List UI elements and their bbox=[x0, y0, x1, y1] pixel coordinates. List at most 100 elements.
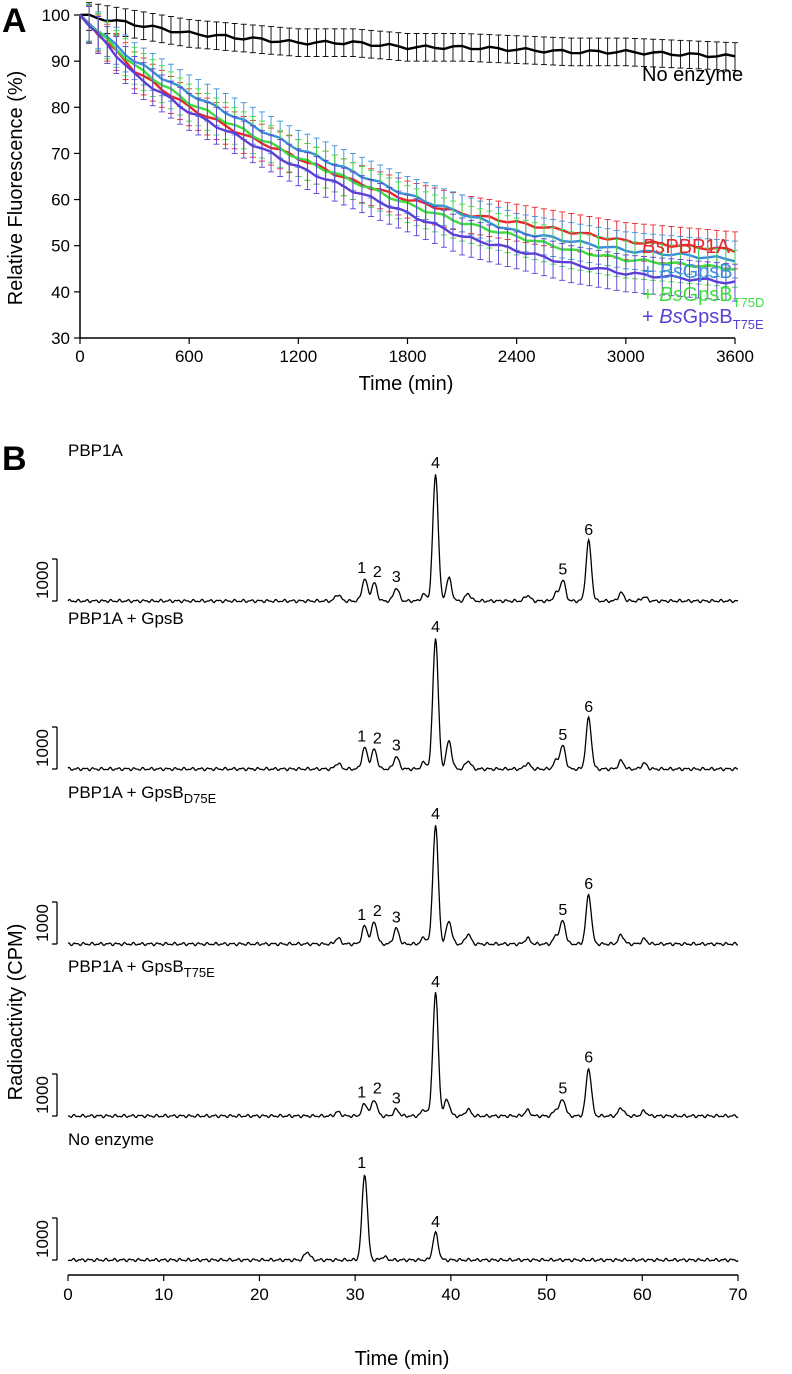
panel-b-x-tick-label: 70 bbox=[729, 1285, 748, 1304]
trace-label-subscript: T75E bbox=[184, 965, 215, 980]
trace-label: PBP1A bbox=[68, 441, 123, 460]
peak-label: 3 bbox=[392, 1090, 401, 1107]
peak-label: 4 bbox=[431, 619, 440, 636]
panel-b-x-tick-label: 20 bbox=[250, 1285, 269, 1304]
trace-label: No enzyme bbox=[68, 1130, 154, 1149]
peak-label: 6 bbox=[584, 699, 593, 716]
panel-b-trace-2: PBP1A + GpsBD75E 1000 1 2 3 4 56 bbox=[33, 783, 738, 947]
peak-label: 4 bbox=[431, 974, 440, 991]
peak-label: 6 bbox=[584, 876, 593, 893]
peak-label: 4 bbox=[431, 1214, 440, 1231]
panel-a-y-tick-label: 60 bbox=[51, 191, 70, 210]
legend-name-part: GpsB bbox=[683, 306, 733, 328]
legend-prefix: + bbox=[642, 261, 659, 283]
scale-bar-label: 1000 bbox=[33, 1076, 52, 1114]
peak-label: 5 bbox=[558, 562, 567, 579]
panel-a-legend-entry-0: No enzyme bbox=[642, 64, 743, 86]
panel-b-axes: 0 10 20 30 40 50 60 70 bbox=[63, 1274, 748, 1304]
panel-b-trace-4: No enzyme 1000 1 4 bbox=[33, 1130, 739, 1263]
panel-a-series-3 bbox=[79, 4, 738, 288]
peak-label: 5 bbox=[558, 1081, 567, 1098]
trace-label-text: PBP1A bbox=[68, 441, 123, 460]
peak-label: 3 bbox=[392, 909, 401, 926]
legend-name-part: Bs bbox=[659, 284, 682, 306]
peak-label: 6 bbox=[584, 522, 593, 539]
trace-label: PBP1A + GpsBD75E bbox=[68, 783, 217, 806]
legend-name-part: Bs bbox=[659, 261, 682, 283]
peak-label: 1 bbox=[357, 1085, 366, 1102]
trace-label: PBP1A + GpsB bbox=[68, 609, 184, 628]
trace-label-text: PBP1A + GpsB bbox=[68, 957, 184, 976]
panel-a-y-tick-label: 50 bbox=[51, 237, 70, 256]
legend-name-part: Bs bbox=[659, 306, 682, 328]
panel-b-trace-3: PBP1A + GpsBT75E 1000 1 23 4 56 bbox=[33, 957, 739, 1119]
panel-a-legend-entry-4: + BsGpsBT75E bbox=[642, 306, 764, 332]
panel-a-letter: A bbox=[2, 2, 27, 40]
panel-a-series-2 bbox=[79, 3, 738, 279]
peak-label: 2 bbox=[373, 903, 382, 920]
scale-bar-label: 1000 bbox=[33, 561, 52, 599]
peak-label: 1 bbox=[357, 560, 366, 577]
panel-a-y-tick-label: 70 bbox=[51, 144, 70, 163]
series-line bbox=[79, 13, 736, 59]
panel-a-x-tick-label: 600 bbox=[175, 347, 203, 366]
peak-label: 5 bbox=[558, 902, 567, 919]
panel-a-legend-entry-2: + BsGpsB bbox=[642, 261, 733, 283]
trace-label-text: PBP1A + GpsB bbox=[68, 783, 184, 802]
panel-b-x-tick-label: 0 bbox=[63, 1285, 72, 1304]
panel-a-y-tick-label: 30 bbox=[51, 329, 70, 348]
panel-a-x-tick-label: 1200 bbox=[279, 347, 317, 366]
scale-bar-label: 1000 bbox=[33, 1220, 52, 1258]
chromatogram-line bbox=[67, 638, 739, 772]
scale-bar-label: 1000 bbox=[33, 904, 52, 942]
peak-label: 2 bbox=[373, 730, 382, 747]
panel-a-y-axis-title: Relative Fluorescence (%) bbox=[5, 71, 27, 306]
legend-prefix: + bbox=[642, 284, 659, 306]
peak-label: 1 bbox=[357, 1155, 366, 1172]
panel-a-legend-entry-1: BsPBP1A bbox=[642, 236, 730, 258]
panel-a-x-tick-label: 0 bbox=[75, 347, 84, 366]
panel-a-y-tick-label: 90 bbox=[51, 52, 70, 71]
panel-a-x-tick-label: 3000 bbox=[607, 347, 645, 366]
panel-a-x-tick-label: 2400 bbox=[498, 347, 536, 366]
peak-label: 1 bbox=[357, 729, 366, 746]
panel-a-x-tick-label: 3600 bbox=[716, 347, 754, 366]
legend-subscript: T75D bbox=[733, 295, 765, 310]
panel-a-series bbox=[79, 2, 738, 302]
panel-b-x-tick-label: 10 bbox=[154, 1285, 173, 1304]
series-line bbox=[79, 14, 736, 285]
panel-a-x-tick-label: 1800 bbox=[389, 347, 427, 366]
panel-a-x-axis-title: Time (min) bbox=[359, 373, 454, 395]
legend-name-part: GpsB bbox=[683, 284, 733, 306]
panel-b-trace-0: PBP1A 1000 1 2 3 4 5 6 bbox=[33, 441, 739, 604]
peak-label: 2 bbox=[373, 564, 382, 581]
chromatogram-line bbox=[68, 992, 739, 1119]
panel-b-x-tick-label: 60 bbox=[633, 1285, 652, 1304]
panel-a-legend-entry-3: + BsGpsBT75D bbox=[642, 284, 764, 310]
scale-bar-label: 1000 bbox=[33, 729, 52, 767]
panel-a-y-tick-label: 80 bbox=[51, 98, 70, 117]
trace-label-text: PBP1A + GpsB bbox=[68, 609, 184, 628]
panel-a-series-0 bbox=[79, 2, 738, 71]
chromatogram-line bbox=[67, 1174, 739, 1263]
legend-name-part: PBP1A bbox=[665, 236, 730, 258]
panel-b-x-tick-label: 40 bbox=[441, 1285, 460, 1304]
legend-name-part: Bs bbox=[642, 236, 665, 258]
panel-b-trace-1: PBP1A + GpsB 1000 1 2 3 4 56 bbox=[33, 609, 739, 772]
peak-label: 5 bbox=[558, 727, 567, 744]
panel-b-x-tick-label: 50 bbox=[537, 1285, 556, 1304]
peak-label: 1 bbox=[357, 907, 366, 924]
panel-b-y-axis-title: Radioactivity (CPM) bbox=[5, 924, 27, 1101]
panel-b-letter: B bbox=[2, 440, 27, 478]
legend-name-part: GpsB bbox=[683, 261, 733, 283]
panel-a-series-1 bbox=[79, 5, 738, 270]
peak-label: 3 bbox=[392, 738, 401, 755]
chromatogram-line bbox=[67, 474, 739, 604]
peak-label: 4 bbox=[431, 455, 440, 472]
trace-label-text: No enzyme bbox=[68, 1130, 154, 1149]
chromatogram-line bbox=[67, 825, 738, 947]
